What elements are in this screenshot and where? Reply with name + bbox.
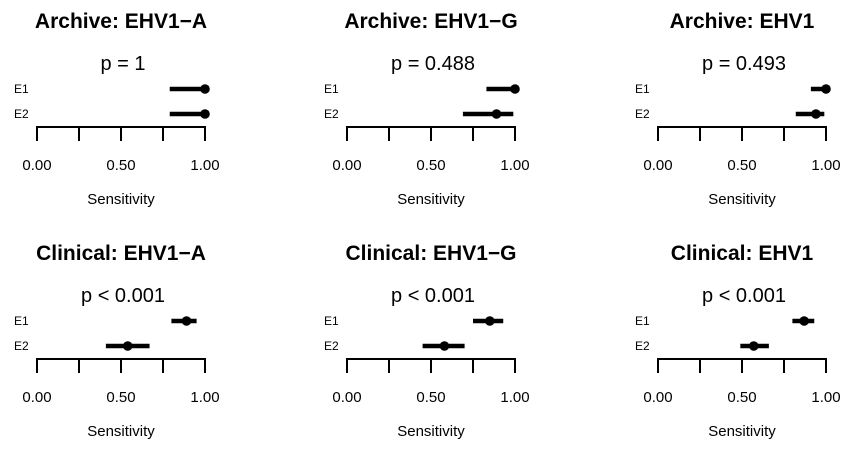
x-tick-label: 1.00 <box>500 389 529 406</box>
x-tick-label: 0.50 <box>727 157 756 174</box>
p-value-label: p < 0.001 <box>702 285 786 307</box>
x-tick-label: 0.50 <box>416 389 445 406</box>
x-axis-title: Sensitivity <box>708 191 776 208</box>
forest-panel: Clinical: EHV1−A p < 0.001 E1 E2 0.00 0.50 1.0… <box>14 242 220 440</box>
x-tick-label: 0.50 <box>106 389 135 406</box>
row-label: E1 <box>635 314 650 328</box>
p-value-label: p = 0.488 <box>391 53 475 75</box>
panel-title: Clinical: EHV1−G <box>346 242 517 265</box>
x-tick-label: 0.00 <box>643 157 672 174</box>
point-estimate <box>510 84 520 94</box>
row-label: E2 <box>635 339 650 353</box>
x-tick-label: 0.00 <box>643 389 672 406</box>
row-label: E1 <box>324 314 339 328</box>
point-estimate <box>485 316 495 326</box>
x-tick-label: 0.00 <box>332 389 361 406</box>
p-value-label: p < 0.001 <box>391 285 475 307</box>
x-tick-label: 0.50 <box>416 157 445 174</box>
x-tick-label: 1.00 <box>500 157 529 174</box>
panel-title: Archive: EHV1−A <box>35 10 207 33</box>
row-label: E2 <box>324 339 339 353</box>
p-value-label: p = 1 <box>100 53 145 75</box>
forest-panel: Archive: EHV1 p = 0.493 E1 E2 0.00 0.50 1.00 Se… <box>635 10 841 208</box>
x-tick-label: 0.00 <box>332 157 361 174</box>
forest-panel: Clinical: EHV1−G p < 0.001 E1 E2 0.00 0.50 1.0… <box>324 242 530 440</box>
point-estimate <box>200 84 210 94</box>
panel-title: Archive: EHV1 <box>670 10 815 33</box>
row-label: E1 <box>14 314 29 328</box>
x-tick-label: 1.00 <box>811 389 840 406</box>
point-estimate <box>122 341 133 351</box>
x-axis-title: Sensitivity <box>397 423 465 440</box>
panel-title: Clinical: EHV1 <box>671 242 814 265</box>
row-label: E2 <box>14 107 29 121</box>
x-axis-title: Sensitivity <box>87 423 155 440</box>
row-label: E1 <box>14 82 29 96</box>
panel-title: Clinical: EHV1−A <box>36 242 206 265</box>
point-estimate <box>200 109 210 119</box>
forest-panel: Archive: EHV1−G p = 0.488 E1 E2 0.00 0.50 1.00… <box>324 10 530 208</box>
point-estimate <box>181 316 192 326</box>
x-axis-title: Sensitivity <box>708 423 776 440</box>
x-tick-label: 0.00 <box>22 389 51 406</box>
x-axis-title: Sensitivity <box>87 191 155 208</box>
x-tick-label: 1.00 <box>190 157 219 174</box>
x-tick-label: 0.50 <box>727 389 756 406</box>
row-label: E1 <box>635 82 650 96</box>
x-axis-title: Sensitivity <box>397 191 465 208</box>
point-estimate <box>491 109 502 119</box>
p-value-label: p < 0.001 <box>81 285 165 307</box>
row-label: E2 <box>324 107 339 121</box>
point-estimate <box>821 84 831 94</box>
row-label: E2 <box>635 107 650 121</box>
x-tick-label: 0.00 <box>22 157 51 174</box>
row-label: E2 <box>14 339 29 353</box>
point-estimate <box>439 341 450 351</box>
x-tick-label: 1.00 <box>190 389 219 406</box>
forest-panel: Archive: EHV1−A p = 1 E1 E2 0.00 0.50 1.00 Sens… <box>14 10 220 208</box>
row-label: E1 <box>324 82 339 96</box>
x-tick-label: 0.50 <box>106 157 135 174</box>
point-estimate <box>811 109 821 119</box>
panel-title: Archive: EHV1−G <box>344 10 517 33</box>
point-estimate <box>748 341 759 351</box>
forest-panel: Clinical: EHV1 p < 0.001 E1 E2 0.00 0.50 1.00 S… <box>635 242 841 440</box>
p-value-label: p = 0.493 <box>702 53 786 75</box>
x-tick-label: 1.00 <box>811 157 840 174</box>
point-estimate <box>799 316 809 326</box>
